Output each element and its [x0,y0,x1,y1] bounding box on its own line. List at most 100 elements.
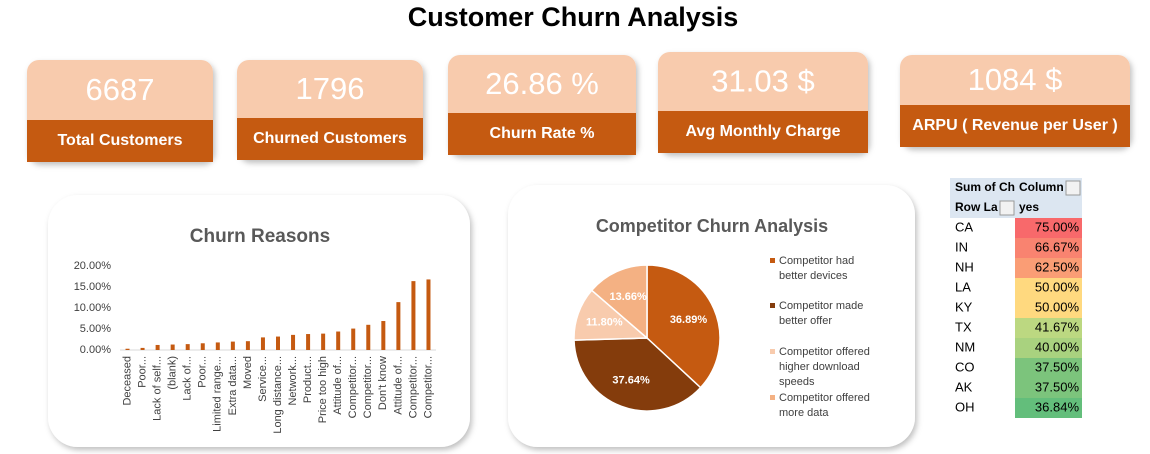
bar [245,341,250,350]
bar [260,337,265,350]
legend-line: better offer [779,315,832,327]
data-label: 36.89% [670,314,708,326]
row-value: 62.50% [1035,259,1080,274]
bar [366,324,371,350]
kpi-label: Avg Monthly Charge [686,123,841,140]
value-cell-bg [1015,258,1082,278]
legend-line: better devices [779,270,848,282]
x-tick-label: Long distance... [272,356,284,434]
header-row [950,198,1082,218]
kpi-label-band [27,120,213,162]
value-cell-bg [1015,298,1082,318]
kpi-label-band [237,118,423,160]
value-cell-bg [1015,278,1082,298]
bar [185,344,190,350]
row-value: 36.84% [1035,399,1080,414]
header-cell: Column [1019,180,1064,194]
x-tick-label: Poor... [197,356,209,388]
row-label: CO [955,359,975,374]
kpi-value: 26.86 % [485,66,599,101]
x-tick-label: Price too high [317,356,329,423]
kpi-label: Churned Customers [253,130,407,147]
bar [291,334,296,350]
legend-label: Competitor offered higher download speeds [779,346,870,388]
kpi-value: 6687 [86,72,155,107]
row-label: LA [955,279,971,294]
kpi-value: 31.03 $ [711,64,814,99]
row-label: AK [955,379,973,394]
legend-label: Competitor had better devices [779,255,854,282]
data-label: 37.64% [612,374,650,386]
kpi-label-band [900,105,1130,147]
x-tick-label: Service... [257,356,269,402]
header-cell: yes [1019,200,1039,214]
row-label: TX [955,319,972,334]
filter-button[interactable] [999,200,1015,216]
filter-button[interactable] [1065,180,1081,196]
bar [140,347,145,350]
kpi-label: Churn Rate % [490,125,595,142]
x-tick-label: Competitor... [407,356,419,418]
legend-label: Competitor made better offer [779,300,863,327]
legend-label: Competitor offered more data [779,392,870,419]
row-value: 41.67% [1035,319,1080,334]
legend-line: speeds [779,376,815,388]
data-label: 11.80% [586,317,623,329]
bar [396,302,401,350]
legend-line: more data [779,407,829,419]
bar [336,331,341,350]
y-tick-label: 15.00% [74,281,112,293]
x-tick-label: Deceased [121,356,133,406]
x-tick-label: Network... [287,356,299,406]
x-tick-label: Attitude of... [392,356,404,415]
row-value: 50.00% [1035,299,1080,314]
x-tick-label: Extra data... [227,356,239,415]
kpi-label: Total Customers [57,132,182,149]
value-cell-bg [1015,238,1082,258]
x-tick-label: Lack of self... [152,356,164,421]
legend-line: Competitor offered [779,346,870,358]
chart-title: Competitor Churn Analysis [596,216,828,236]
legend-swatch [770,258,775,263]
bar [230,341,235,350]
bar [306,334,311,350]
row-label: NM [955,339,975,354]
bar [426,279,431,350]
row-value: 37.50% [1035,359,1080,374]
legend-line: Competitor offered [779,392,870,404]
pie-slice [573,337,702,412]
x-tick-label: Attitude of... [332,356,344,415]
x-tick-label: Don't know [377,356,389,410]
row-value: 75.00% [1035,219,1080,234]
kpi-label-band [448,113,636,155]
x-tick-label: (blank) [167,356,179,390]
kpi-value: 1796 [296,71,365,106]
legend-swatch [770,395,775,400]
value-cell-bg [1015,318,1082,338]
legend-line: Competitor had [779,255,854,267]
data-label: 13.66% [610,291,648,303]
row-label: KY [955,299,973,314]
dashboard-title: Customer Churn Analysis [408,2,739,32]
chart-title: Churn Reasons [190,226,330,247]
bar [276,336,280,350]
header-cell: Row La [955,200,998,214]
y-tick-label: 10.00% [74,302,112,314]
row-label: CA [955,219,973,234]
x-tick-label: Competitor... [347,356,359,418]
header-cell: Sum of Ch [955,180,1015,194]
x-tick-label: Poor... [136,356,148,388]
value-cell-bg [1015,358,1082,378]
row-value: 37.50% [1035,379,1080,394]
y-tick-label: 5.00% [80,323,111,335]
bar [381,321,386,350]
value-cell-bg [1015,378,1082,398]
header-row [950,178,1082,198]
bar [155,344,160,350]
kpi-label-band [658,111,868,153]
bar [321,333,326,350]
bar-panel [48,195,470,447]
kpi-label: ARPU ( Revenue per User ) [912,117,1117,134]
row-label: NH [955,259,974,274]
x-tick-label: Limited range... [212,356,224,432]
